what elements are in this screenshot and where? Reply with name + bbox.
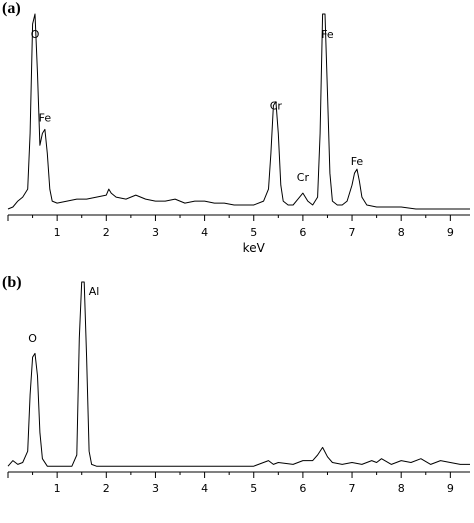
spectrum-line [7,13,470,210]
peak-label: Fe [39,111,52,124]
peak-label: Cr [270,100,283,113]
peak-label: O [28,332,37,345]
panel-a-spectrum: (a) 1 2 3 4 5 6 7 8 9 keV O Fe Cr Cr Fe Fe [2,0,470,255]
x-tick-label: 2 [103,226,110,239]
peak-label: Al [89,285,100,298]
x-tick-label: 8 [398,482,405,495]
spectrum-line [7,281,470,467]
x-tick-label: 6 [299,482,306,495]
x-tick-label: 7 [349,226,356,239]
x-tick-label: 9 [447,482,454,495]
peak-label: O [31,28,40,41]
x-tick-label: 3 [152,226,159,239]
x-tick-label: 3 [152,482,159,495]
x-tick-label: 1 [54,226,61,239]
x-tick-label: 9 [447,226,454,239]
panel-label: (a) [2,0,21,17]
x-axis-label: keV [243,241,266,255]
x-tick-label: 4 [201,226,208,239]
x-tick-label: 6 [299,226,306,239]
peak-label: Fe [321,28,334,41]
x-tick-label: 2 [103,482,110,495]
peak-label: Cr [297,171,310,184]
x-tick-label: 5 [250,482,257,495]
x-tick-label: 8 [398,226,405,239]
x-tick-label: 4 [201,482,208,495]
x-tick-label: 7 [349,482,356,495]
x-tick-label: 5 [250,226,257,239]
panel-b-spectrum: (b) 1 2 3 4 5 6 7 8 9 O Al [2,274,470,495]
panel-label: (b) [2,274,22,291]
peak-label: Fe [351,155,364,168]
x-tick-label: 1 [54,482,61,495]
